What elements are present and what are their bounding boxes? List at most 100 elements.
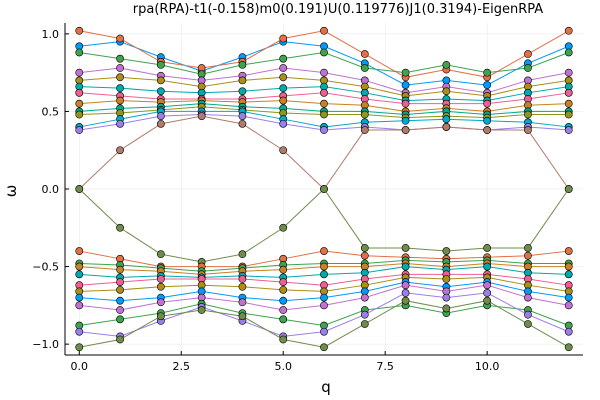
data-point-18-5: [279, 278, 288, 286]
x-tick-label-1: 2.5: [172, 360, 190, 373]
data-point-14-6: [320, 247, 328, 255]
data-point-21-5: [279, 306, 288, 314]
series-18: [75, 270, 573, 290]
data-point-4-4: [238, 76, 247, 85]
data-point-11-1: [116, 119, 124, 128]
data-point-19-5: [279, 285, 288, 294]
data-point-11-6: [320, 126, 328, 134]
data-point-21-11: [524, 293, 532, 302]
data-point-13-2: [156, 250, 165, 259]
data-point-19-4: [238, 282, 247, 291]
series-22: [75, 299, 573, 330]
data-point-17-12: [564, 270, 573, 279]
data-point-9-11: [524, 110, 532, 119]
data-point-13-10: [483, 244, 492, 252]
data-point-21-0: [75, 301, 84, 310]
data-point-24-8: [401, 296, 410, 305]
data-point-7-6: [320, 99, 328, 108]
data-point-12-2: [156, 119, 165, 128]
data-point-7-1: [116, 96, 124, 105]
data-point-24-10: [483, 296, 492, 305]
data-point-24-12: [564, 343, 573, 352]
data-point-13-6: [320, 185, 328, 193]
data-point-24-6: [320, 343, 328, 352]
data-point-21-4: [238, 298, 247, 307]
data-point-3-0: [75, 68, 84, 77]
data-point-17-0: [75, 270, 84, 279]
data-point-19-2: [156, 282, 165, 291]
data-point-12-1: [116, 146, 124, 155]
data-point-23-11: [524, 310, 532, 319]
data-point-24-0: [75, 343, 84, 352]
series-2: [75, 48, 573, 79]
data-point-5-5: [279, 84, 288, 93]
data-point-1-6: [320, 26, 328, 35]
data-point-1-12: [564, 26, 573, 35]
x-tick-label-3: 7.5: [376, 360, 394, 373]
data-point-19-9: [442, 275, 451, 283]
data-point-16-5: [279, 265, 288, 274]
data-point-4-2: [156, 76, 165, 85]
data-point-21-7: [360, 293, 369, 302]
data-point-20-0: [75, 293, 84, 302]
data-point-11-12: [564, 126, 573, 134]
y-tick-label-4: 1.0: [42, 28, 60, 41]
tick-labels: 0.0 2.5 5.0 7.5 10.0 −1.0 −0.5 0.0 0.5 1.0: [32, 28, 499, 373]
data-point-1-1: [116, 34, 124, 43]
data-point-17-6: [320, 270, 328, 279]
data-point-24-7: [360, 320, 369, 328]
data-point-20-1: [116, 296, 124, 305]
data-point-16-12: [564, 262, 573, 271]
data-point-9-7: [360, 110, 369, 119]
data-point-11-0: [75, 126, 84, 134]
data-point-5-1: [116, 84, 124, 93]
data-point-12-4: [238, 119, 247, 128]
data-point-20-6: [320, 293, 328, 302]
data-point-18-1: [116, 278, 124, 286]
data-point-2-10: [483, 68, 492, 77]
data-point-5-4: [238, 87, 247, 96]
data-point-2-4: [238, 60, 247, 69]
data-point-2-1: [116, 54, 124, 63]
data-point-1-11: [524, 50, 532, 58]
data-point-2-11: [524, 64, 532, 72]
y-tick-label-3: 0.5: [42, 105, 60, 118]
data-point-12-9: [442, 123, 451, 131]
data-point-4-9: [442, 87, 451, 96]
data-point-24-9: [442, 304, 451, 313]
data-point-24-4: [238, 312, 247, 321]
data-point-21-12: [564, 301, 573, 310]
data-point-23-9: [442, 293, 451, 302]
data-point-24-5: [279, 335, 288, 344]
data-point-4-1: [116, 73, 124, 82]
series-4: [75, 73, 573, 100]
data-point-9-12: [564, 110, 573, 119]
y-tick-label-2: 0.0: [42, 183, 60, 196]
axes: [64, 23, 583, 356]
data-point-13-0: [75, 185, 84, 193]
data-point-24-1: [116, 335, 124, 344]
data-point-14-0: [75, 247, 84, 255]
data-point-2-2: [156, 60, 165, 69]
chart-title: rpa(RPA)-t1(-0.158)m0(0.191)U(0.119776)J…: [133, 2, 544, 17]
data-point-21-2: [156, 298, 165, 307]
data-point-22-5: [279, 315, 288, 324]
data-point-23-8: [401, 289, 410, 297]
data-point-5-2: [156, 87, 165, 96]
data-point-21-6: [320, 301, 328, 310]
data-point-0-10: [483, 81, 492, 89]
data-point-14-11: [524, 251, 532, 260]
data-point-1-0: [75, 26, 84, 35]
data-point-12-10: [483, 126, 492, 134]
data-point-13-9: [442, 247, 451, 255]
data-point-13-4: [238, 250, 247, 259]
data-point-1-7: [360, 50, 369, 58]
data-point-23-7: [360, 310, 369, 319]
data-point-3-12: [564, 68, 573, 77]
data-point-23-12: [564, 327, 573, 336]
data-point-9-0: [75, 110, 84, 119]
data-point-12-11: [524, 126, 532, 134]
data-point-6-12: [564, 88, 573, 97]
data-point-11-5: [279, 119, 288, 128]
